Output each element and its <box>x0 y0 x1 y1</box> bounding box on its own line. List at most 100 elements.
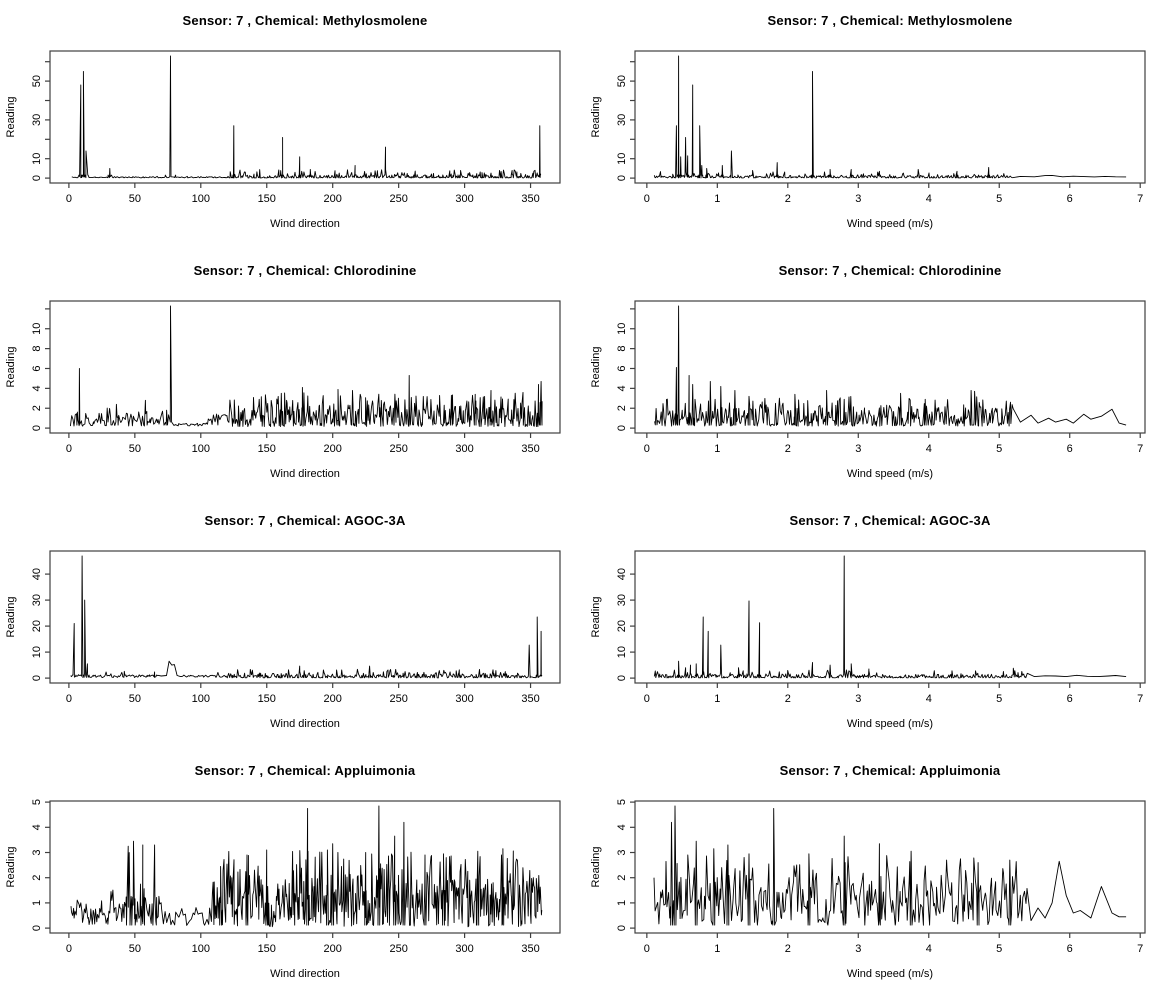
svg-text:150: 150 <box>258 693 276 705</box>
svg-text:200: 200 <box>324 693 342 705</box>
svg-text:1: 1 <box>714 443 720 455</box>
svg-text:100: 100 <box>192 193 210 205</box>
panel-chlorodinine-wind-speed: Sensor: 7 , Chemical: Chlorodinine Readi… <box>585 250 1171 500</box>
svg-text:5: 5 <box>31 799 43 805</box>
svg-text:0: 0 <box>616 925 628 931</box>
svg-text:4: 4 <box>616 385 628 391</box>
svg-text:10: 10 <box>616 646 628 658</box>
svg-text:3: 3 <box>855 693 861 705</box>
svg-text:2: 2 <box>785 943 791 955</box>
svg-text:6: 6 <box>1067 193 1073 205</box>
svg-text:0: 0 <box>66 193 72 205</box>
svg-text:1: 1 <box>616 900 628 906</box>
svg-text:7: 7 <box>1137 443 1143 455</box>
svg-text:3: 3 <box>31 849 43 855</box>
svg-text:200: 200 <box>324 443 342 455</box>
svg-text:20: 20 <box>616 620 628 632</box>
svg-text:50: 50 <box>129 443 141 455</box>
svg-text:1: 1 <box>714 193 720 205</box>
x-axis-label: Wind speed (m/s) <box>846 718 934 730</box>
svg-text:7: 7 <box>1137 693 1143 705</box>
svg-text:2: 2 <box>785 193 791 205</box>
chart-title: Sensor: 7 , Chemical: Methylosmolene <box>767 13 1013 28</box>
svg-text:300: 300 <box>455 193 473 205</box>
svg-text:10: 10 <box>31 153 43 165</box>
svg-text:4: 4 <box>31 385 43 391</box>
svg-text:30: 30 <box>31 594 43 606</box>
svg-text:3: 3 <box>616 849 628 855</box>
svg-text:0: 0 <box>31 175 43 181</box>
svg-text:8: 8 <box>31 346 43 352</box>
svg-text:0: 0 <box>616 675 628 681</box>
svg-text:300: 300 <box>455 693 473 705</box>
svg-text:6: 6 <box>616 365 628 371</box>
svg-text:30: 30 <box>616 114 628 126</box>
x-axis-label: Wind direction <box>270 968 340 980</box>
chart-title: Sensor: 7 , Chemical: Chlorodinine <box>193 263 417 278</box>
svg-text:30: 30 <box>616 594 628 606</box>
svg-text:5: 5 <box>996 193 1002 205</box>
svg-text:50: 50 <box>616 75 628 87</box>
svg-text:6: 6 <box>31 365 43 371</box>
x-axis-label: Wind speed (m/s) <box>846 468 934 480</box>
svg-text:1: 1 <box>31 900 43 906</box>
svg-text:300: 300 <box>455 443 473 455</box>
svg-text:2: 2 <box>785 443 791 455</box>
svg-text:10: 10 <box>31 323 43 335</box>
svg-text:2: 2 <box>31 405 43 411</box>
svg-text:2: 2 <box>785 693 791 705</box>
svg-text:4: 4 <box>31 824 43 830</box>
plot-canvas: 0 1 2 3 4 5 6 7 0 1 2 3 4 5 <box>616 799 1146 955</box>
svg-text:0: 0 <box>66 943 72 955</box>
svg-text:5: 5 <box>996 943 1002 955</box>
chart-title: Sensor: 7 , Chemical: Methylosmolene <box>182 13 428 28</box>
svg-text:250: 250 <box>389 943 407 955</box>
svg-text:10: 10 <box>31 646 43 658</box>
svg-text:40: 40 <box>31 568 43 580</box>
svg-text:50: 50 <box>31 75 43 87</box>
chart-title: Sensor: 7 , Chemical: AGOC-3A <box>204 513 406 528</box>
svg-text:6: 6 <box>1067 443 1073 455</box>
svg-text:4: 4 <box>926 693 932 705</box>
svg-text:4: 4 <box>926 943 932 955</box>
svg-text:250: 250 <box>389 693 407 705</box>
svg-text:2: 2 <box>616 405 628 411</box>
plot-canvas: 0 50 100 150 200 250 300 350 0 2 4 6 8 10 <box>31 300 561 455</box>
svg-text:6: 6 <box>1067 943 1073 955</box>
x-axis-label: Wind speed (m/s) <box>846 218 934 230</box>
svg-text:300: 300 <box>455 943 473 955</box>
svg-text:150: 150 <box>258 193 276 205</box>
plot-canvas: 0 50 100 150 200 250 300 350 0 1 2 3 4 5 <box>31 799 561 955</box>
svg-text:1: 1 <box>714 943 720 955</box>
svg-text:350: 350 <box>521 943 539 955</box>
svg-text:0: 0 <box>616 425 628 431</box>
plot-canvas: 0 1 2 3 4 5 6 7 0 10 20 30 40 <box>616 550 1146 705</box>
svg-text:10: 10 <box>616 153 628 165</box>
chart-title: Sensor: 7 , Chemical: Chlorodinine <box>778 263 1002 278</box>
svg-text:0: 0 <box>644 443 650 455</box>
svg-text:350: 350 <box>521 693 539 705</box>
svg-text:5: 5 <box>996 693 1002 705</box>
svg-text:0: 0 <box>31 425 43 431</box>
svg-text:4: 4 <box>926 443 932 455</box>
svg-text:2: 2 <box>31 875 43 881</box>
svg-text:7: 7 <box>1137 193 1143 205</box>
svg-text:6: 6 <box>1067 693 1073 705</box>
svg-text:3: 3 <box>855 943 861 955</box>
svg-text:0: 0 <box>66 443 72 455</box>
svg-text:0: 0 <box>616 175 628 181</box>
plot-canvas: 0 50 100 150 200 250 300 350 0 10 30 50 <box>31 50 561 205</box>
svg-text:0: 0 <box>31 675 43 681</box>
svg-text:40: 40 <box>616 568 628 580</box>
chart-title: Sensor: 7 , Chemical: AGOC-3A <box>789 513 991 528</box>
svg-text:0: 0 <box>644 693 650 705</box>
svg-text:200: 200 <box>324 943 342 955</box>
chart-title: Sensor: 7 , Chemical: Appluimonia <box>779 763 1001 778</box>
x-axis-label: Wind direction <box>270 468 340 480</box>
svg-text:50: 50 <box>129 943 141 955</box>
x-axis-label: Wind speed (m/s) <box>846 968 934 980</box>
panel-methylosmolene-wind-speed: Sensor: 7 , Chemical: Methylosmolene Rea… <box>585 0 1171 250</box>
svg-text:100: 100 <box>192 443 210 455</box>
svg-text:0: 0 <box>644 193 650 205</box>
